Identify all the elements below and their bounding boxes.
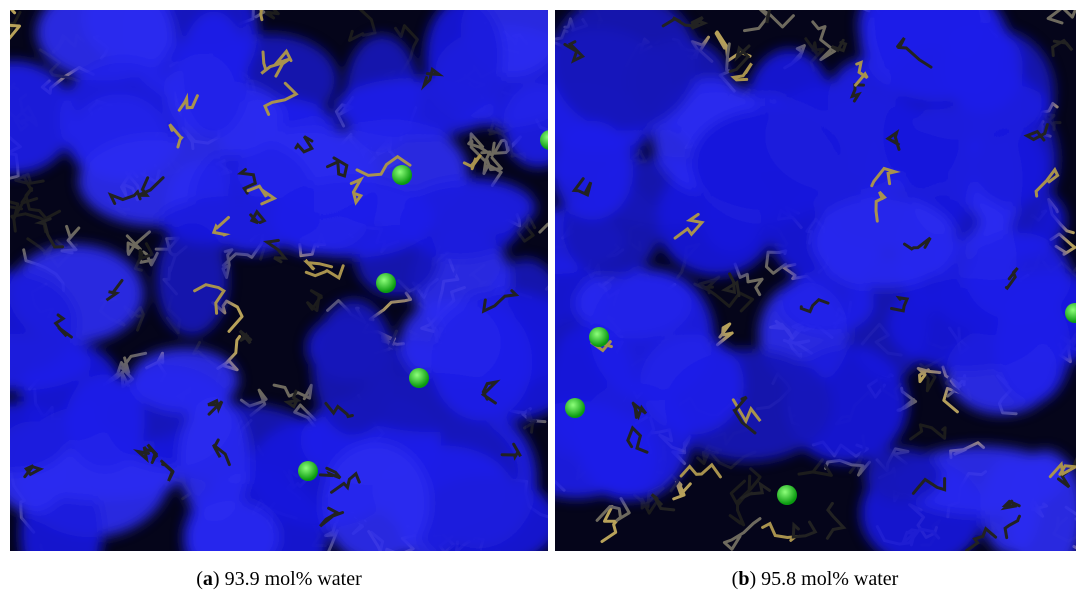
caption-a: (a) 93.9 mol% water (196, 568, 362, 591)
caption-prefix: ( (196, 568, 203, 590)
ion-sphere (392, 165, 412, 185)
ion-sphere (298, 461, 318, 481)
caption-text: 93.9 mol% water (225, 568, 362, 590)
caption-suffix: ) (213, 568, 220, 590)
ion-sphere (777, 485, 797, 505)
water-blob (555, 121, 633, 220)
water-blob (431, 303, 532, 421)
water-blob (179, 397, 250, 522)
caption-suffix: ) (749, 568, 756, 590)
caption-b: (b) 95.8 mol% water (732, 568, 899, 591)
water-blob (180, 11, 248, 135)
caption-text: 95.8 mol% water (761, 568, 898, 590)
water-blob (65, 374, 144, 470)
water-blob (693, 111, 837, 224)
water-blob (812, 196, 958, 289)
caption-label: b (738, 568, 749, 590)
render-a (10, 10, 548, 551)
figure: (a) 93.9 mol% water (b) 95.8 mol% water (0, 0, 1078, 596)
caption-label: a (203, 568, 213, 590)
ion-sphere (589, 327, 609, 347)
ion-sphere (565, 398, 585, 418)
render-b (555, 10, 1076, 551)
water-blob (864, 448, 942, 502)
ion-sphere (409, 368, 429, 388)
caption-prefix: ( (732, 568, 739, 590)
water-blob (271, 178, 434, 258)
water-blob (639, 334, 744, 435)
ion-sphere (376, 273, 396, 293)
water-blob (965, 233, 1071, 321)
